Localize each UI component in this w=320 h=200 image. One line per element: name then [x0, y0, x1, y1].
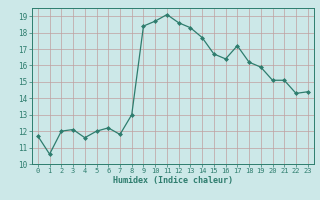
X-axis label: Humidex (Indice chaleur): Humidex (Indice chaleur) [113, 176, 233, 185]
